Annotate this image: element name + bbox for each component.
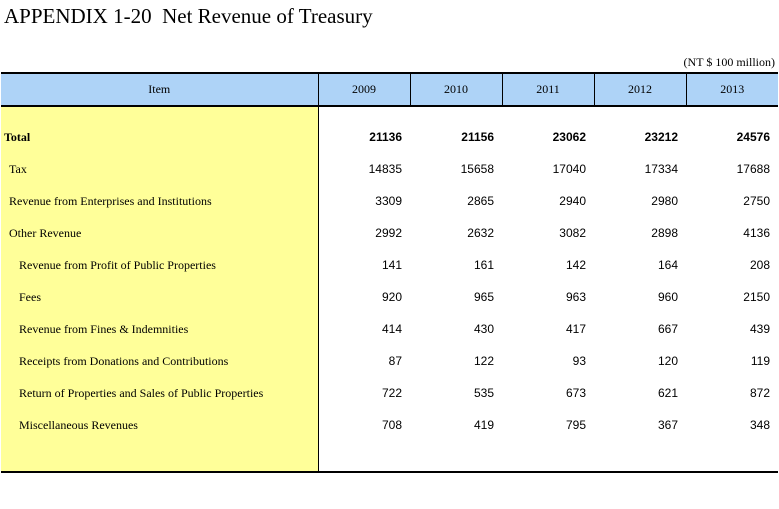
cell-value: 14835	[368, 162, 402, 176]
table-row: Tax 14835 15658 17040 17334 17688	[1, 153, 778, 185]
header-year: 2010	[409, 72, 502, 107]
spacer-row	[1, 441, 778, 473]
cell-value: 535	[473, 386, 494, 400]
cell-value: 872	[749, 386, 770, 400]
cell-value: 164	[657, 258, 678, 272]
cell-value: 2980	[651, 194, 678, 208]
row-label: Receipts from Donations and Contribution…	[1, 345, 319, 377]
unit-label: (NT $ 100 million)	[683, 55, 775, 69]
row-label: Revenue from Profit of Public Properties	[1, 249, 319, 281]
cell-value: 142	[565, 258, 586, 272]
cell-value: 673	[565, 386, 586, 400]
header-year: 2011	[501, 72, 594, 107]
cell-value: 21156	[461, 130, 494, 144]
cell-value: 120	[657, 354, 678, 368]
table-row: Revenue from Fines & Indemnities 414 430…	[1, 313, 778, 345]
cell-value: 417	[565, 322, 586, 336]
cell-value: 21136	[369, 130, 402, 144]
row-label: Miscellaneous Revenues	[1, 409, 319, 441]
cell-value: 920	[381, 290, 402, 304]
page-title: APPENDIX 1-20 Net Revenue of Treasury	[4, 4, 373, 28]
cell-value: 419	[473, 418, 494, 432]
cell-value: 722	[381, 386, 402, 400]
revenue-table: Item 2009 2010 2011 2012 2013 Total 2113…	[1, 72, 778, 473]
header-item: Item	[1, 72, 318, 107]
cell-value: 795	[565, 418, 586, 432]
cell-value: 414	[381, 322, 402, 336]
cell-value: 3309	[375, 194, 402, 208]
row-label: Other Revenue	[1, 217, 319, 249]
cell-value: 348	[749, 418, 770, 432]
row-label: Total	[1, 121, 319, 153]
spacer-row	[1, 106, 778, 121]
cell-value: 2750	[743, 194, 770, 208]
table-row: Return of Properties and Sales of Public…	[1, 377, 778, 409]
table-row: Miscellaneous Revenues 708 419 795 367 3…	[1, 409, 778, 441]
cell-value: 208	[749, 258, 770, 272]
table-row: Receipts from Donations and Contribution…	[1, 345, 778, 377]
cell-value: 4136	[743, 226, 770, 240]
cell-value: 439	[749, 322, 770, 336]
cell-value: 960	[657, 290, 678, 304]
cell-value: 367	[657, 418, 678, 432]
cell-value: 667	[657, 322, 678, 336]
cell-value: 17334	[644, 162, 678, 176]
cell-value: 87	[388, 354, 402, 368]
cell-value: 161	[473, 258, 494, 272]
header-year: 2013	[685, 72, 778, 107]
cell-value: 2940	[559, 194, 586, 208]
cell-value: 621	[657, 386, 678, 400]
cell-value: 708	[381, 418, 402, 432]
cell-value: 119	[750, 354, 770, 368]
table-row: Revenue from Enterprises and Institution…	[1, 185, 778, 217]
cell-value: 2992	[375, 226, 402, 240]
cell-value: 3082	[559, 226, 586, 240]
table-row: Fees 920 965 963 960 2150	[1, 281, 778, 313]
cell-value: 23212	[644, 130, 678, 144]
row-label: Fees	[1, 281, 319, 313]
cell-value: 23062	[552, 130, 586, 144]
header-year: 2012	[593, 72, 686, 107]
cell-value: 24576	[736, 130, 770, 144]
header-year: 2009	[317, 72, 410, 107]
row-label: Tax	[1, 153, 319, 185]
header-row: Item 2009 2010 2011 2012 2013	[1, 72, 778, 107]
row-label: Revenue from Enterprises and Institution…	[1, 185, 319, 217]
cell-value: 430	[473, 322, 494, 336]
table-row: Revenue from Profit of Public Properties…	[1, 249, 778, 281]
cell-value: 122	[473, 354, 494, 368]
cell-value: 2150	[743, 290, 770, 304]
cell-value: 2632	[467, 226, 494, 240]
cell-value: 965	[473, 290, 494, 304]
row-label: Return of Properties and Sales of Public…	[1, 377, 319, 409]
cell-value: 15658	[460, 162, 494, 176]
cell-value: 963	[565, 290, 586, 304]
cell-value: 17040	[552, 162, 586, 176]
cell-value: 2865	[467, 194, 494, 208]
table-row: Other Revenue 2992 2632 3082 2898 4136	[1, 217, 778, 249]
cell-value: 93	[572, 354, 586, 368]
table-row-total: Total 21136 21156 23062 23212 24576	[1, 121, 778, 153]
row-label: Revenue from Fines & Indemnities	[1, 313, 319, 345]
cell-value: 141	[381, 258, 402, 272]
cell-value: 17688	[736, 162, 770, 176]
cell-value: 2898	[651, 226, 678, 240]
